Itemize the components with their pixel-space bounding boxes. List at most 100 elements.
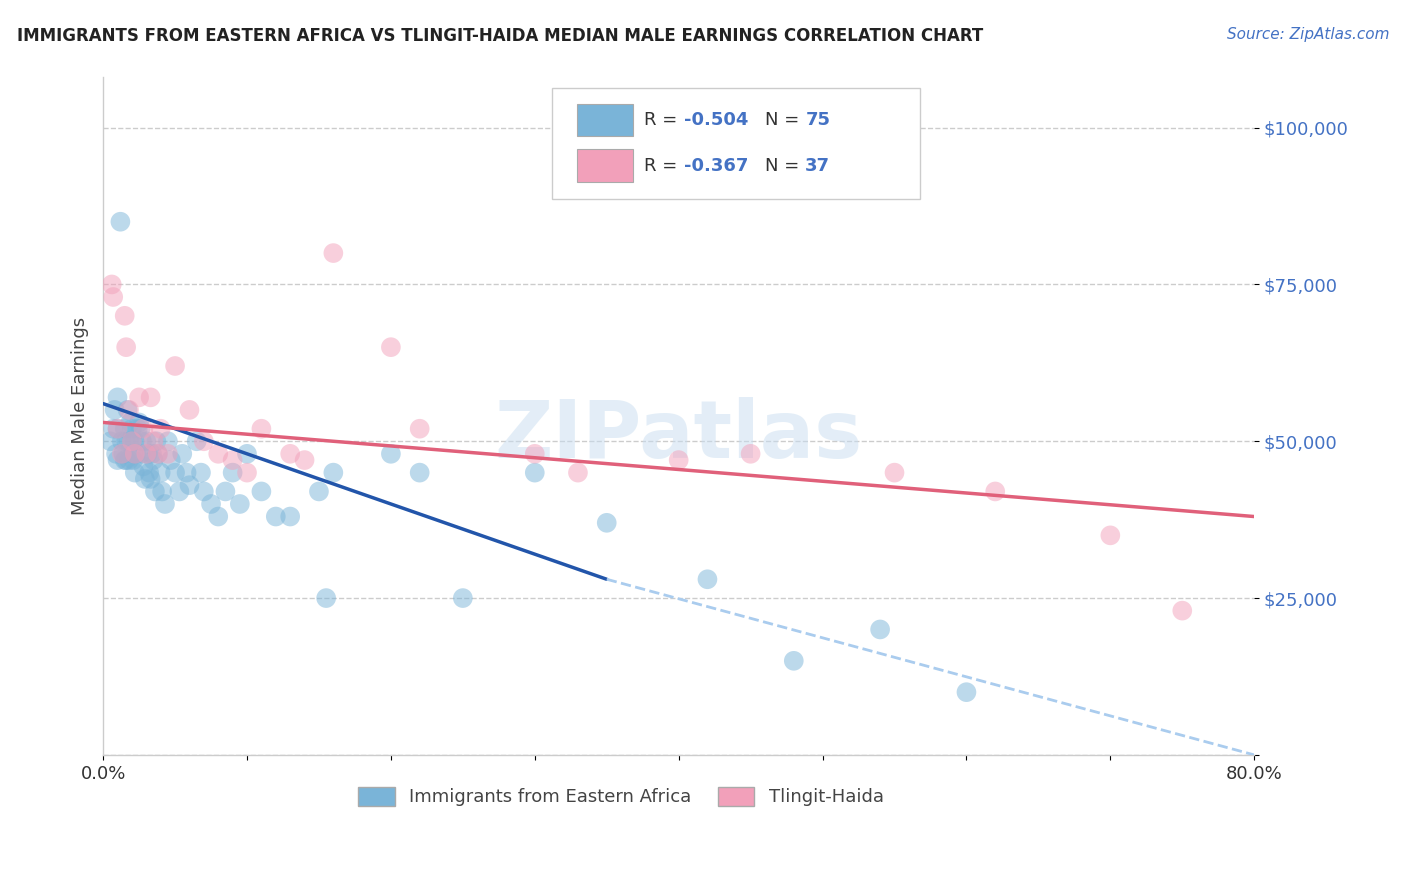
Point <box>129 447 152 461</box>
Point <box>114 453 136 467</box>
Point <box>112 447 135 461</box>
Point <box>132 459 155 474</box>
Point <box>229 497 252 511</box>
Point <box>294 453 316 467</box>
Point <box>221 466 243 480</box>
Point <box>236 447 259 461</box>
Point <box>250 422 273 436</box>
Point <box>883 466 905 480</box>
Point <box>121 434 143 449</box>
Point <box>264 509 287 524</box>
Point <box>129 422 152 436</box>
FancyBboxPatch shape <box>578 149 633 182</box>
Point <box>115 434 138 449</box>
Text: 37: 37 <box>806 156 831 175</box>
Point <box>111 434 134 449</box>
Point <box>114 422 136 436</box>
Text: R =: R = <box>644 156 683 175</box>
Point <box>150 484 173 499</box>
Point <box>207 509 229 524</box>
Point <box>107 453 129 467</box>
Point <box>134 472 156 486</box>
Point <box>200 497 222 511</box>
Point <box>172 447 194 461</box>
Point <box>149 422 172 436</box>
Point <box>107 422 129 436</box>
Point <box>120 416 142 430</box>
Text: -0.504: -0.504 <box>685 112 749 129</box>
Point <box>139 472 162 486</box>
Point <box>984 484 1007 499</box>
Point <box>156 434 179 449</box>
Point <box>322 466 344 480</box>
Point <box>128 416 150 430</box>
Point <box>451 591 474 605</box>
Point <box>103 290 125 304</box>
Point <box>179 403 201 417</box>
Text: N =: N = <box>765 112 806 129</box>
Point <box>165 466 187 480</box>
Point <box>114 309 136 323</box>
Point <box>1099 528 1122 542</box>
Point <box>127 422 149 436</box>
Point <box>122 453 145 467</box>
FancyBboxPatch shape <box>578 103 633 136</box>
Point <box>117 403 139 417</box>
Point <box>278 509 301 524</box>
Point <box>193 434 215 449</box>
Point <box>142 453 165 467</box>
Text: N =: N = <box>765 156 806 175</box>
Point <box>165 359 187 373</box>
Point <box>110 215 132 229</box>
Point <box>214 484 236 499</box>
Point <box>135 434 157 449</box>
Point <box>122 447 145 461</box>
Point <box>141 447 163 461</box>
Point <box>121 422 143 436</box>
Point <box>132 422 155 436</box>
Point <box>107 390 129 404</box>
Point <box>783 654 806 668</box>
Point <box>668 453 690 467</box>
Point <box>322 246 344 260</box>
Point <box>115 340 138 354</box>
Text: 75: 75 <box>806 112 831 129</box>
Point <box>121 434 143 449</box>
Point <box>190 466 212 480</box>
Point <box>308 484 330 499</box>
Legend: Immigrants from Eastern Africa, Tlingit-Haida: Immigrants from Eastern Africa, Tlingit-… <box>352 780 891 814</box>
Point <box>115 453 138 467</box>
Point <box>105 447 128 461</box>
Point <box>380 340 402 354</box>
Point <box>124 447 146 461</box>
Point <box>740 447 762 461</box>
Point <box>111 447 134 461</box>
Point <box>696 572 718 586</box>
Point <box>146 447 169 461</box>
Point <box>153 497 176 511</box>
Point <box>125 447 148 461</box>
Point <box>124 466 146 480</box>
Point <box>236 466 259 480</box>
Point <box>142 434 165 449</box>
Point <box>139 390 162 404</box>
Point <box>315 591 337 605</box>
Point <box>131 434 153 449</box>
Point <box>135 447 157 461</box>
Point <box>408 422 430 436</box>
Point <box>118 434 141 449</box>
Text: R =: R = <box>644 112 683 129</box>
Text: ZIPatlas: ZIPatlas <box>495 398 863 475</box>
Point <box>118 403 141 417</box>
Point <box>169 484 191 499</box>
Point <box>380 447 402 461</box>
Point <box>159 453 181 467</box>
Point <box>596 516 619 530</box>
Point <box>146 447 169 461</box>
Point <box>100 277 122 292</box>
Point <box>98 434 121 449</box>
Point <box>138 466 160 480</box>
Point <box>186 434 208 449</box>
Point <box>118 453 141 467</box>
Y-axis label: Median Male Earnings: Median Male Earnings <box>72 318 89 516</box>
